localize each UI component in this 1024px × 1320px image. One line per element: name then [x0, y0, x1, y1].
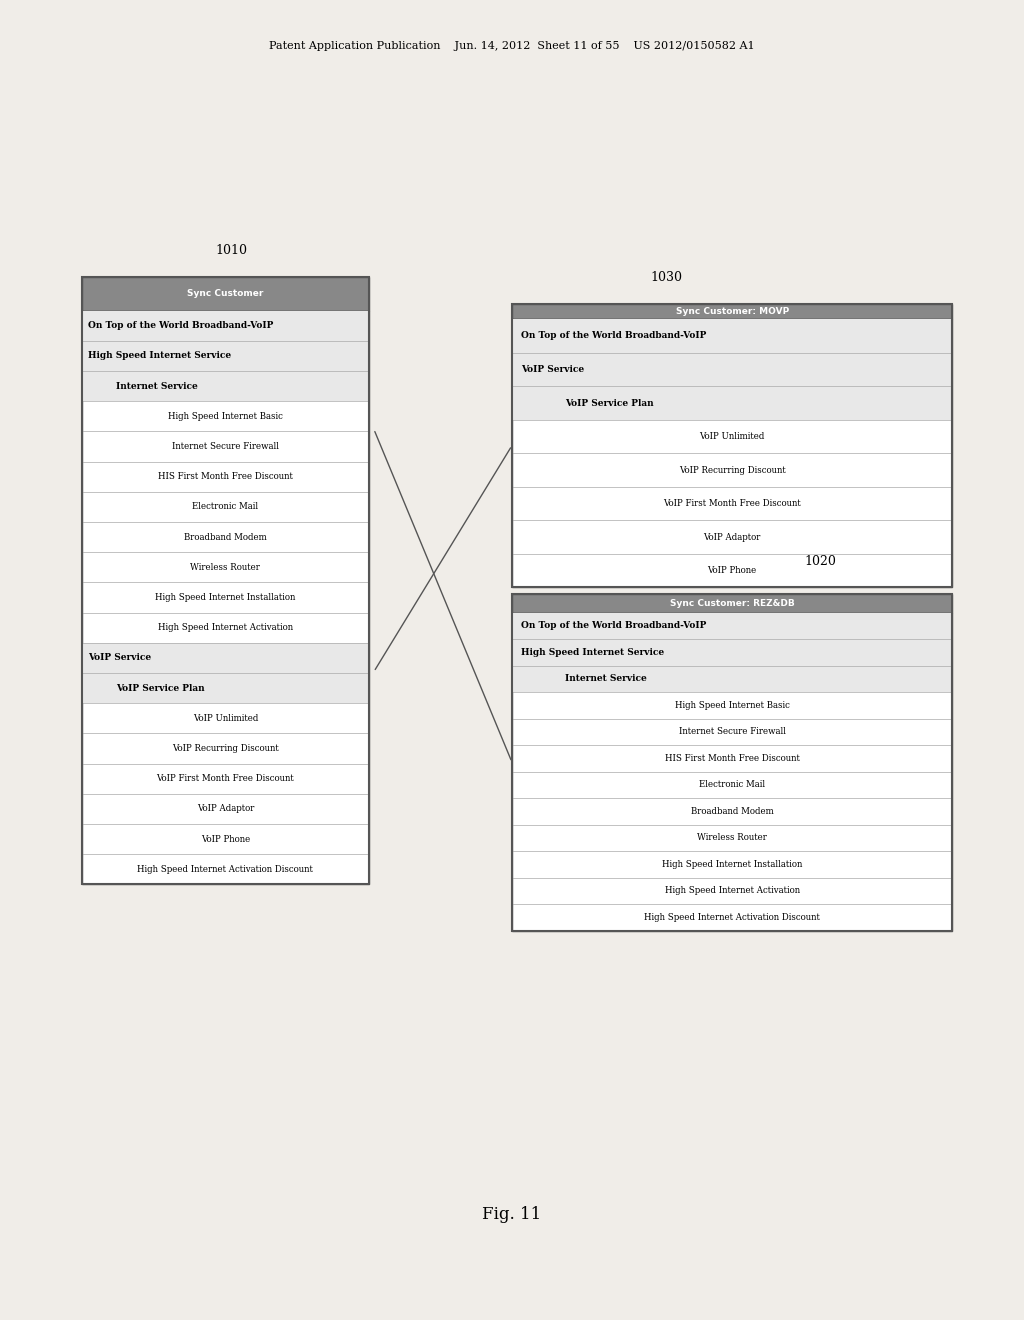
Text: Electronic Mail: Electronic Mail — [193, 503, 258, 511]
Text: Patent Application Publication    Jun. 14, 2012  Sheet 11 of 55    US 2012/01505: Patent Application Publication Jun. 14, … — [269, 41, 755, 51]
Text: Broadband Modem: Broadband Modem — [184, 532, 266, 541]
Text: High Speed Internet Installation: High Speed Internet Installation — [662, 859, 803, 869]
FancyBboxPatch shape — [82, 310, 369, 341]
FancyBboxPatch shape — [512, 352, 952, 387]
FancyBboxPatch shape — [82, 673, 369, 704]
Text: High Speed Internet Basic: High Speed Internet Basic — [675, 701, 790, 710]
Text: Electronic Mail: Electronic Mail — [699, 780, 765, 789]
FancyBboxPatch shape — [512, 612, 952, 931]
Text: VoIP Phone: VoIP Phone — [708, 566, 757, 576]
FancyBboxPatch shape — [512, 319, 952, 587]
Text: Internet Secure Firewall: Internet Secure Firewall — [172, 442, 279, 451]
Text: High Speed Internet Service: High Speed Internet Service — [88, 351, 230, 360]
Text: Internet Secure Firewall: Internet Secure Firewall — [679, 727, 785, 737]
Text: VoIP Recurring Discount: VoIP Recurring Discount — [679, 466, 785, 475]
Text: High Speed Internet Installation: High Speed Internet Installation — [155, 593, 296, 602]
Text: VoIP Unlimited: VoIP Unlimited — [699, 432, 765, 441]
Text: VoIP Service Plan: VoIP Service Plan — [117, 684, 205, 693]
Text: Sync Customer: Sync Customer — [187, 289, 263, 298]
FancyBboxPatch shape — [512, 319, 952, 352]
FancyBboxPatch shape — [512, 387, 952, 420]
Text: 1020: 1020 — [804, 554, 837, 568]
FancyBboxPatch shape — [512, 612, 952, 639]
Text: VoIP First Month Free Discount: VoIP First Month Free Discount — [664, 499, 801, 508]
Text: VoIP Recurring Discount: VoIP Recurring Discount — [172, 744, 279, 752]
Text: On Top of the World Broadband-VoIP: On Top of the World Broadband-VoIP — [521, 331, 707, 341]
FancyBboxPatch shape — [82, 341, 369, 371]
Text: High Speed Internet Activation: High Speed Internet Activation — [158, 623, 293, 632]
Text: VoIP Service: VoIP Service — [88, 653, 151, 663]
FancyBboxPatch shape — [82, 371, 369, 401]
Text: Internet Service: Internet Service — [117, 381, 198, 391]
Text: High Speed Internet Activation Discount: High Speed Internet Activation Discount — [137, 865, 313, 874]
Text: High Speed Internet Service: High Speed Internet Service — [521, 648, 664, 657]
Text: VoIP Unlimited: VoIP Unlimited — [193, 714, 258, 723]
Text: Wireless Router: Wireless Router — [697, 833, 767, 842]
Text: High Speed Internet Basic: High Speed Internet Basic — [168, 412, 283, 421]
Text: Fig. 11: Fig. 11 — [482, 1206, 542, 1222]
Text: Internet Service: Internet Service — [565, 675, 646, 684]
Text: VoIP Phone: VoIP Phone — [201, 834, 250, 843]
Text: 1010: 1010 — [215, 244, 248, 257]
Text: VoIP Service Plan: VoIP Service Plan — [565, 399, 653, 408]
Text: HIS First Month Free Discount: HIS First Month Free Discount — [158, 473, 293, 482]
FancyBboxPatch shape — [512, 639, 952, 665]
Text: On Top of the World Broadband-VoIP: On Top of the World Broadband-VoIP — [521, 622, 707, 630]
Text: On Top of the World Broadband-VoIP: On Top of the World Broadband-VoIP — [88, 321, 273, 330]
FancyBboxPatch shape — [82, 643, 369, 673]
Text: VoIP Service: VoIP Service — [521, 366, 584, 374]
FancyBboxPatch shape — [82, 310, 369, 884]
Text: VoIP Adaptor: VoIP Adaptor — [197, 804, 254, 813]
Text: Sync Customer: MOVP: Sync Customer: MOVP — [676, 308, 788, 315]
FancyBboxPatch shape — [82, 277, 369, 310]
Text: Wireless Router: Wireless Router — [190, 562, 260, 572]
Text: VoIP First Month Free Discount: VoIP First Month Free Discount — [157, 775, 294, 783]
Text: Broadband Modem: Broadband Modem — [691, 807, 773, 816]
FancyBboxPatch shape — [512, 304, 952, 319]
Text: VoIP Adaptor: VoIP Adaptor — [703, 532, 761, 541]
Text: 1030: 1030 — [650, 271, 683, 284]
Text: Sync Customer: REZ&DB: Sync Customer: REZ&DB — [670, 599, 795, 607]
Text: High Speed Internet Activation Discount: High Speed Internet Activation Discount — [644, 913, 820, 921]
Text: High Speed Internet Activation: High Speed Internet Activation — [665, 886, 800, 895]
FancyBboxPatch shape — [512, 594, 952, 612]
Text: HIS First Month Free Discount: HIS First Month Free Discount — [665, 754, 800, 763]
FancyBboxPatch shape — [512, 665, 952, 692]
